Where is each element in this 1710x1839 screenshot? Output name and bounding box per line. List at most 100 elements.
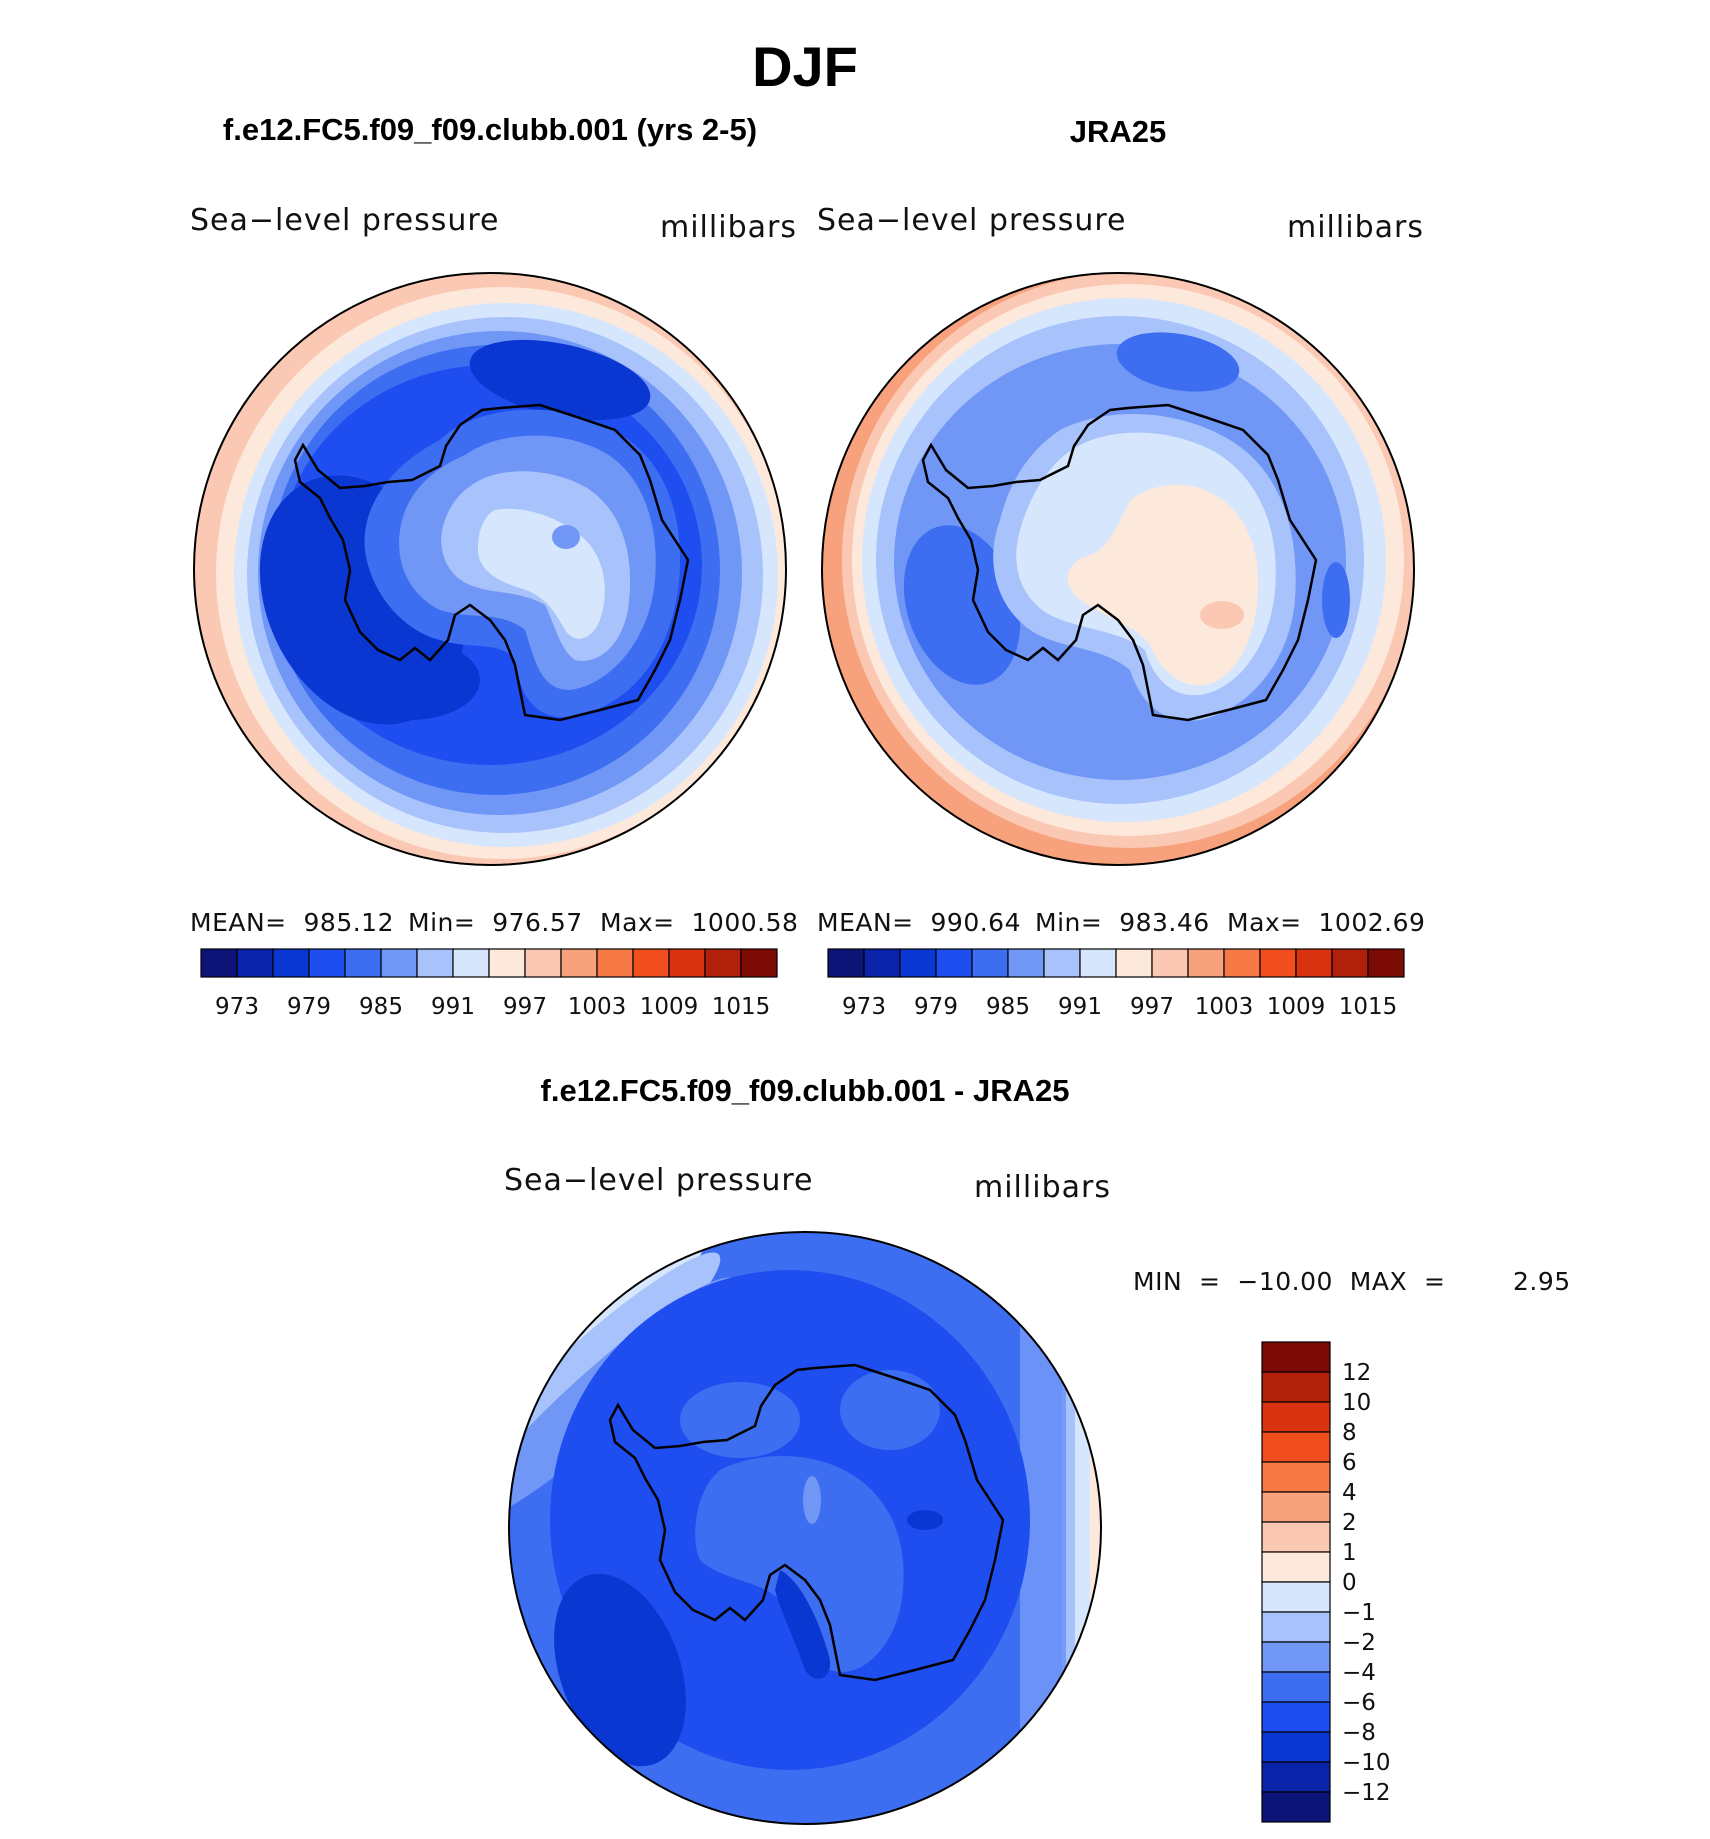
panel-obs-globe-outline [821, 272, 1415, 866]
colorbar-tick-label: −6 [1342, 1690, 1376, 1716]
colorbar-swatch [1043, 948, 1081, 978]
colorbar-tick-label: 991 [431, 994, 475, 1020]
colorbar-tick-label: 973 [215, 994, 259, 1020]
colorbar-swatch [1151, 948, 1189, 978]
panel-obs-title: JRA25 [1070, 114, 1167, 149]
colorbar-swatch [1259, 948, 1297, 978]
colorbar-swatch [380, 948, 418, 978]
panel-model-globe-outline [193, 272, 787, 866]
colorbar-tick-label: 1009 [1267, 994, 1326, 1020]
colorbar-swatch [452, 948, 490, 978]
colorbar-tick-label: 12 [1342, 1360, 1371, 1386]
colorbar-swatch [1079, 948, 1117, 978]
panel-diff-coastline [608, 1363, 1005, 1682]
colorbar-tick-label: 979 [914, 994, 958, 1020]
colorbar-tick-label: −2 [1342, 1630, 1376, 1656]
colorbar-swatch [899, 948, 937, 978]
panel-obs-map [821, 272, 1415, 866]
panel-model-stats: MEAN= 985.12 Min= 976.57 Max= 1000.58 [190, 908, 798, 937]
colorbar-tick-label: 1003 [568, 994, 627, 1020]
panel-obs-coastline [921, 403, 1318, 722]
colorbar-swatch [272, 948, 310, 978]
colorbar-tick-label: 985 [359, 994, 403, 1020]
panel-obs-mean: MEAN= 990.64 [817, 908, 1021, 937]
colorbar-swatch [1261, 1641, 1331, 1673]
colorbar-tick-label: 2 [1342, 1510, 1357, 1536]
colorbar-swatch [1331, 948, 1369, 978]
colorbar-tick-label: −8 [1342, 1720, 1376, 1746]
panel-diff-units-label: millibars [974, 1170, 1111, 1205]
panel-model-title: f.e12.FC5.f09_f09.clubb.001 (yrs 2-5) [223, 112, 757, 147]
colorbar-swatch [488, 948, 526, 978]
colorbar-swatch [704, 948, 742, 978]
colorbar-swatch [827, 948, 865, 978]
colorbar-tick-label: 4 [1342, 1480, 1357, 1506]
colorbar-tick-label: 1009 [640, 994, 699, 1020]
colorbar-swatch [1261, 1461, 1331, 1493]
colorbar-swatch [344, 948, 382, 978]
colorbar-swatch [200, 948, 238, 978]
colorbar-swatch [1261, 1551, 1331, 1583]
colorbar-tick-label: 8 [1342, 1420, 1357, 1446]
colorbar-tick-label: −10 [1342, 1750, 1391, 1776]
panel-obs-field-label: Sea−level pressure [817, 203, 1126, 238]
panel-diff-map [508, 1231, 1102, 1825]
colorbar-swatch [308, 948, 346, 978]
colorbar-swatch [1261, 1431, 1331, 1463]
panel-diff-title: f.e12.FC5.f09_f09.clubb.001 - JRA25 [541, 1073, 1070, 1108]
colorbar-tick-label: 1015 [712, 994, 771, 1020]
panel-diff-minmax: MIN = −10.00 MAX = 2.95 [1133, 1267, 1571, 1296]
panel-obs-min: Min= 983.46 [1035, 908, 1210, 937]
colorbar-tick-label: 991 [1058, 994, 1102, 1020]
colorbar-swatch [1261, 1491, 1331, 1523]
colorbar-swatch [1261, 1581, 1331, 1613]
colorbar-swatch [668, 948, 706, 978]
colorbar-tick-label: 997 [503, 994, 547, 1020]
colorbar-swatch [1261, 1701, 1331, 1733]
colorbar-swatch [1261, 1611, 1331, 1643]
colorbar-swatch [740, 948, 778, 978]
panel-model-field-label: Sea−level pressure [190, 203, 499, 238]
colorbar-swatch [236, 948, 274, 978]
colorbar-tick-label: 997 [1130, 994, 1174, 1020]
colorbar-tick-label: 6 [1342, 1450, 1357, 1476]
colorbar-swatch [632, 948, 670, 978]
colorbar-swatch [971, 948, 1009, 978]
colorbar-swatch [1261, 1791, 1331, 1823]
panel-model-mean: MEAN= 985.12 [190, 908, 394, 937]
panel-obs-max: Max= 1002.69 [1227, 908, 1425, 937]
colorbar-swatch [935, 948, 973, 978]
panel-model-map [193, 272, 787, 866]
panel-model-min: Min= 976.57 [408, 908, 583, 937]
colorbar-swatch [1295, 948, 1333, 978]
colorbar-swatch [1261, 1341, 1331, 1373]
panel-diff-globe-outline [508, 1231, 1102, 1825]
colorbar-swatch [416, 948, 454, 978]
colorbar-tick-label: −4 [1342, 1660, 1376, 1686]
panel-model-max: Max= 1000.58 [600, 908, 798, 937]
colorbar-swatch [1223, 948, 1261, 978]
colorbar-tick-label: 1003 [1195, 994, 1254, 1020]
panel-obs-stats: MEAN= 990.64 Min= 983.46 Max= 1002.69 [817, 908, 1425, 937]
panel-obs-colorbar: 973 979 985 991 997 1003 1009 1015 [827, 948, 1405, 1020]
colorbar-tick-label: 1 [1342, 1540, 1357, 1566]
colorbar-tick-label: 10 [1342, 1390, 1371, 1416]
colorbar-swatch [1367, 948, 1405, 978]
colorbar-swatch [1115, 948, 1153, 978]
colorbar-swatch [863, 948, 901, 978]
panel-model-units-label: millibars [660, 210, 797, 245]
colorbar-tick-label: −1 [1342, 1600, 1376, 1626]
colorbar-tick-label: −12 [1342, 1780, 1391, 1806]
colorbar-tick-label: 973 [842, 994, 886, 1020]
panel-diff-field-label: Sea−level pressure [504, 1163, 813, 1198]
colorbar-swatch [1261, 1761, 1331, 1793]
colorbar-swatch [1007, 948, 1045, 978]
colorbar-swatch [524, 948, 562, 978]
panel-obs-units-label: millibars [1287, 210, 1424, 245]
colorbar-swatch [560, 948, 598, 978]
colorbar-swatch [1187, 948, 1225, 978]
colorbar-swatch [1261, 1371, 1331, 1403]
colorbar-tick-label: 1015 [1339, 994, 1398, 1020]
panel-model-coastline [293, 403, 690, 722]
